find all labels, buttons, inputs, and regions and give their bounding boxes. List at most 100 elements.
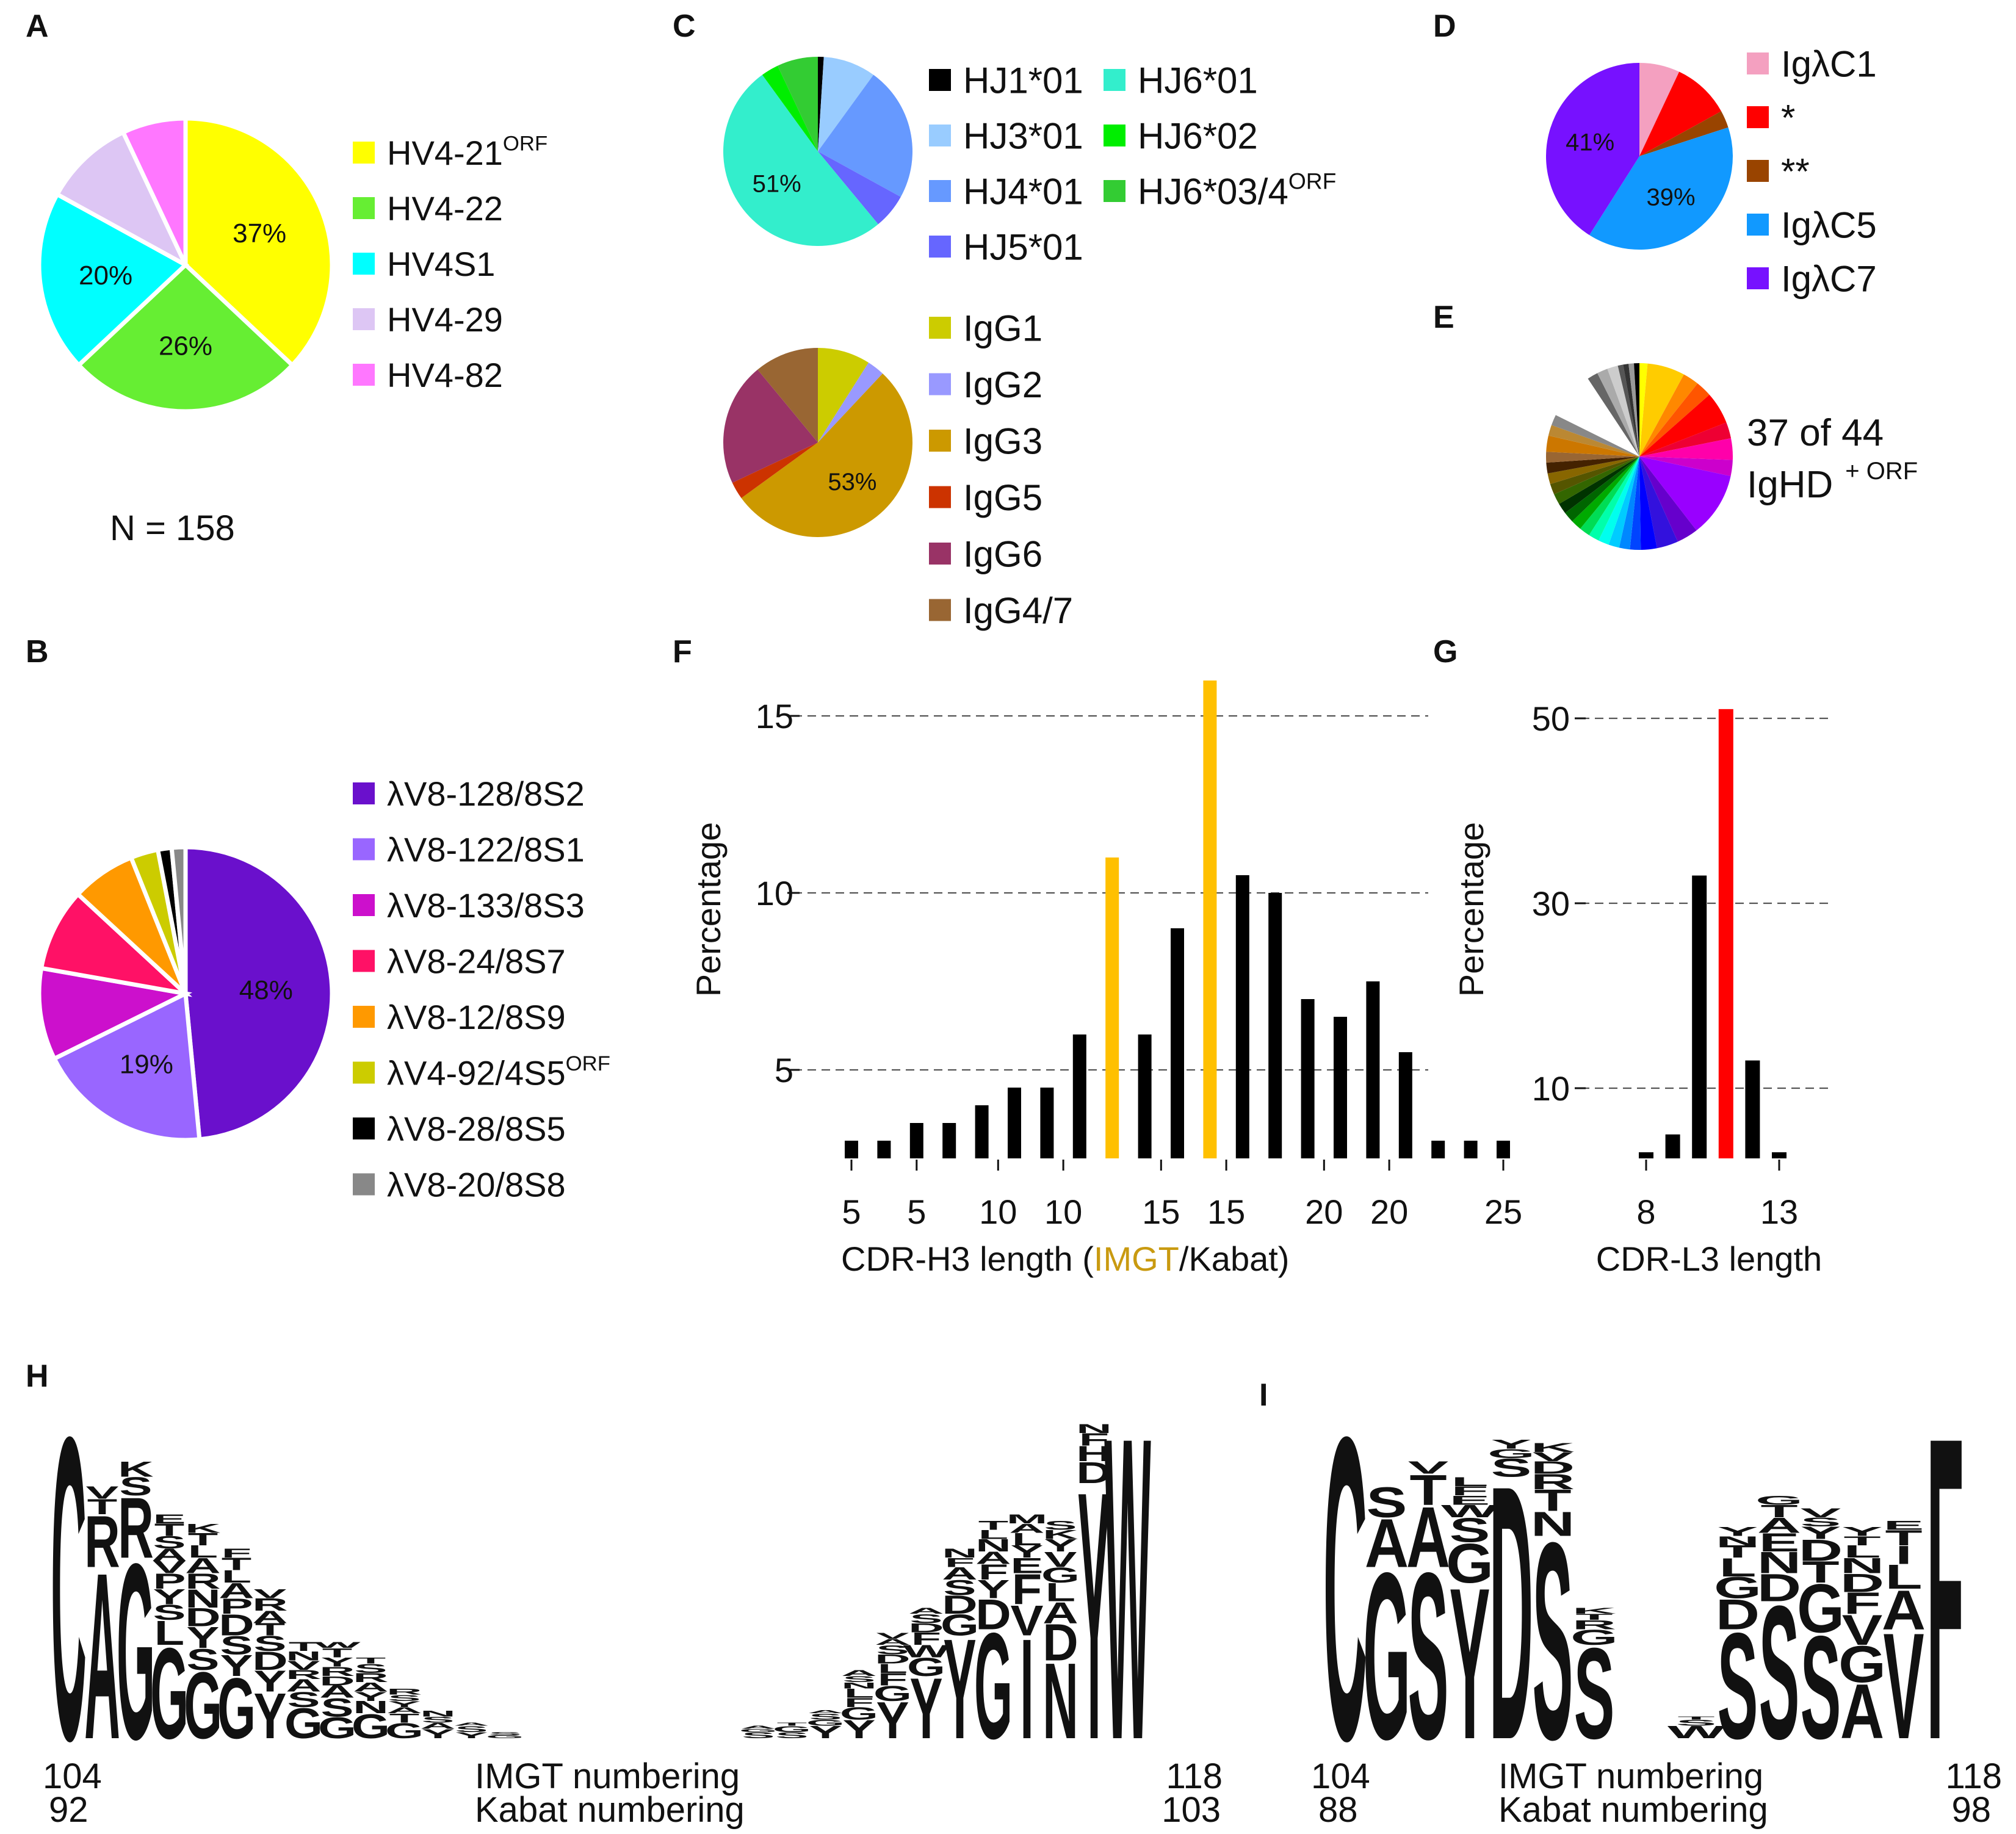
logo-letter: Y [355, 1689, 388, 1703]
legend-label: λV8-24/8S7 [387, 942, 566, 981]
logo-numbering-imgt-label: IMGT numbering [475, 1756, 740, 1796]
bar [1203, 681, 1217, 1158]
logo-letter: T [1409, 1467, 1447, 1514]
logo-letter: S [355, 1661, 388, 1675]
pie-chart-b: 48% 19% [37, 845, 334, 1143]
bar [1464, 1141, 1478, 1158]
logo-letter: S [220, 1631, 253, 1659]
x-tick-label: 10 [979, 1193, 1017, 1231]
pie-slice [1546, 435, 1639, 457]
logo-letter: D [219, 1608, 254, 1642]
logo-letter: Y [388, 1699, 421, 1709]
logo-letter: P [220, 1594, 253, 1619]
logo-letter: S [388, 1693, 421, 1703]
legend-swatch [929, 180, 951, 202]
legend-swatch [929, 373, 951, 395]
legend-label: HJ3*01 [963, 116, 1083, 157]
pie-slice [1589, 457, 1639, 541]
pie-slice [818, 57, 824, 151]
logo-letter: S [1801, 1515, 1841, 1529]
logo-letter: N [1716, 1534, 1760, 1548]
bar [1072, 1034, 1086, 1158]
logo-letter: L [1719, 1553, 1756, 1583]
pie-slice [1639, 457, 1657, 550]
logo-letter: S [153, 1600, 186, 1625]
logo-letter: V [1801, 1506, 1841, 1520]
logo-letter: E [1884, 1518, 1924, 1533]
logo-letter: S [1801, 1606, 1841, 1770]
logo-letter: A [1840, 1668, 1884, 1755]
logo-letter: T [87, 1495, 117, 1519]
legend-swatch [929, 125, 951, 146]
logo-letter: L [844, 1686, 874, 1700]
logo-numbering-kabat-end: 98 [1951, 1790, 1991, 1830]
logo-letter: G [873, 1681, 912, 1706]
pie-slice [54, 129, 190, 270]
logo-letter: L [1046, 1578, 1075, 1606]
logo-letter: G [907, 1653, 945, 1681]
legend-label: HJ5*01 [963, 227, 1083, 268]
bar [1745, 1060, 1760, 1158]
legend-label: HV4-29 [387, 300, 503, 339]
logo-letter: Y [1044, 1536, 1077, 1555]
logo-letter: I [1020, 1610, 1033, 1769]
pie-slice [1548, 425, 1639, 457]
logo-letter: S [876, 1642, 909, 1657]
logo-letter: C [51, 1347, 86, 1830]
legend-swatch [1747, 52, 1769, 74]
x-tick-label: 15 [1142, 1193, 1180, 1231]
legend-c-hj: HJ1*01 HJ3*01 HJ4*01 HJ5*01 HJ6*01 HJ6*02 HJ6*… [929, 60, 1336, 268]
logo-letter: K [1042, 1527, 1078, 1542]
logo-letter: A [353, 1680, 388, 1694]
logo-letter: E [153, 1512, 186, 1526]
legend-label-text: λV4-92/4S5 [387, 1054, 566, 1092]
logo-letter: W [903, 1642, 950, 1661]
logo-letter: Y [220, 1649, 253, 1683]
logo-letter: Y [153, 1585, 186, 1609]
logo-letter: A [841, 1668, 876, 1678]
logo-letter: N [1076, 1421, 1111, 1436]
sample-size-note: N = 158 [110, 508, 235, 548]
logo-numbering-imgt-label: IMGT numbering [1498, 1756, 1763, 1796]
logo-letter: D [319, 1673, 355, 1688]
logo-letter: S [843, 1675, 876, 1684]
pie-slice [1589, 127, 1733, 250]
legend-label: HJ6*02 [1138, 116, 1258, 157]
pie-slice [818, 348, 869, 442]
logo-letter: G [1755, 1493, 1803, 1508]
legend-label: IgG4/7 [963, 590, 1073, 631]
logo-letter: R [185, 1569, 220, 1594]
legend-label: HJ4*01 [963, 171, 1083, 212]
logo-letter: F [1926, 1348, 1964, 1830]
logo-letter: F [978, 1560, 1008, 1584]
bar [1398, 1052, 1412, 1158]
logo-letter: Y [1078, 1418, 1111, 1814]
logo-letter: K [1531, 1440, 1575, 1455]
logo-letter: P [153, 1569, 186, 1594]
pie-slice-label: 26% [159, 331, 212, 361]
legend-label: * [1781, 98, 1795, 139]
logo-letter: L [1843, 1542, 1881, 1561]
pie-slice [1623, 364, 1639, 457]
bar [1235, 875, 1249, 1158]
pie-slice [1639, 457, 1678, 549]
logo-letter: S [120, 1472, 153, 1501]
logo-letter: G [1570, 1625, 1618, 1650]
pie-slice [1607, 366, 1639, 457]
legend-label: λV8-12/8S9 [387, 998, 566, 1036]
logo-letter: G [318, 1711, 356, 1745]
y-tick-label: 50 [1532, 699, 1570, 738]
legend-label-text: IgλC1 [1781, 44, 1877, 85]
logo-letter: S [1450, 1511, 1490, 1550]
pie-slice [778, 57, 818, 151]
pie-slice [762, 65, 818, 152]
logo-letter: Y [843, 1715, 876, 1744]
logo-letter: V [1533, 1450, 1573, 1464]
logo-letter: N [420, 1709, 455, 1719]
logo-letter: W [1667, 1722, 1725, 1742]
y-tick-label: 5 [775, 1051, 793, 1089]
legend-label-text: * [1781, 98, 1795, 139]
bar-chart-f: 5 10 15 5 5 10 10 15 15 20 20 25 Percentage CDR-H3 le… [689, 681, 1522, 1278]
